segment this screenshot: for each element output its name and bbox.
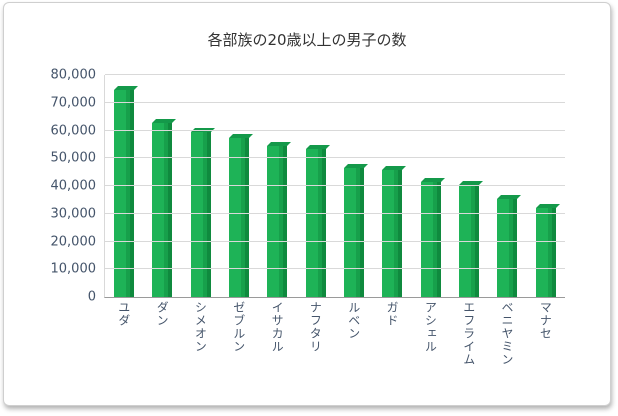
bar-ユダ — [114, 90, 135, 297]
x-slot: シメオン — [181, 301, 219, 366]
chart-title: 各部族の20歳以上の男子の数 — [207, 31, 407, 49]
x-axis: ユダ ダン シメオン ゼブルン イサカル ナフタリ ルベン ガド アシェル エフライム ベニヤミン マ… — [104, 301, 564, 366]
x-slot: マナセ — [526, 301, 564, 366]
x-axis-category-label: ダン — [155, 301, 170, 327]
bar-アシェル — [420, 181, 441, 297]
x-slot: ユダ — [104, 301, 142, 366]
y-axis-tick-label: 20,000 — [50, 234, 97, 249]
gridline — [105, 157, 565, 159]
gridline — [105, 74, 565, 75]
x-slot: ゼブルン — [219, 301, 257, 366]
gridline — [105, 101, 565, 103]
bar-ベニヤミン — [497, 198, 518, 297]
gridline — [105, 268, 565, 270]
x-slot: アシェル — [411, 301, 449, 366]
bar-ダン — [152, 123, 173, 297]
bar-ガド — [382, 170, 403, 297]
y-axis-tick-label: 30,000 — [50, 206, 97, 222]
y-axis-tick-label: 60,000 — [50, 123, 97, 138]
bar-イサカル — [267, 146, 288, 297]
bar-slot — [182, 75, 220, 297]
x-axis-category-label: ベニヤミン — [500, 301, 515, 366]
bar-slot — [335, 75, 373, 297]
x-axis-category-label: ゼブルン — [231, 301, 246, 353]
x-slot: ガド — [372, 301, 410, 366]
bar-ゼブルン — [229, 137, 250, 297]
bars-container — [105, 75, 565, 297]
gridline — [105, 212, 565, 214]
x-slot: イサカル — [257, 301, 295, 366]
x-axis-category-label: シメオン — [193, 301, 208, 353]
x-axis-category-label: イサカル — [270, 301, 285, 353]
y-axis: 0 10,000 20,000 30,000 40,000 50,000 60,000 70,… — [4, 68, 97, 305]
chart-card: 各部族の20歳以上の男子の数 0 10,000 20,000 30,000 40,000… — [3, 2, 611, 406]
bar-ナフタリ — [305, 148, 326, 297]
x-axis-category-label: マナセ — [538, 301, 553, 340]
x-axis-category-label: ガド — [385, 301, 400, 327]
bar-slot — [297, 75, 335, 297]
x-axis-category-label: アシェル — [423, 301, 438, 353]
gridline — [105, 185, 565, 186]
y-axis-tick-label: 50,000 — [50, 150, 97, 166]
x-slot: ベニヤミン — [487, 301, 525, 366]
x-axis-category-label: ユダ — [116, 301, 131, 327]
x-axis-category-label: エフライム — [461, 301, 476, 366]
bar-slot — [527, 75, 565, 297]
y-axis-tick-label: 80,000 — [50, 67, 97, 83]
x-slot: エフライム — [449, 301, 487, 366]
y-axis-tick-label: 10,000 — [50, 261, 97, 277]
bar-シメオン — [190, 132, 211, 297]
bar-マナセ — [535, 207, 556, 297]
bar-slot — [450, 75, 488, 297]
x-axis-category-label: ナフタリ — [308, 301, 323, 353]
x-slot: ルベン — [334, 301, 372, 366]
gridline — [105, 129, 565, 131]
bar-ルベン — [344, 167, 365, 297]
x-slot: ダン — [142, 301, 180, 366]
plot-area — [104, 74, 565, 298]
bar-slot — [258, 75, 296, 297]
x-axis-category-label: ルベン — [346, 301, 361, 340]
y-axis-tick-label: 40,000 — [50, 178, 97, 194]
x-slot: ナフタリ — [296, 301, 334, 366]
bar-slot — [143, 75, 181, 297]
y-axis-tick-label: 0 — [87, 289, 96, 305]
bar-slot — [412, 75, 450, 297]
y-axis-tick-label: 70,000 — [50, 95, 97, 111]
bar-slot — [105, 75, 143, 297]
bar-slot — [488, 75, 526, 297]
bar-slot — [373, 75, 411, 297]
bar-slot — [220, 75, 258, 297]
gridline — [105, 240, 565, 242]
